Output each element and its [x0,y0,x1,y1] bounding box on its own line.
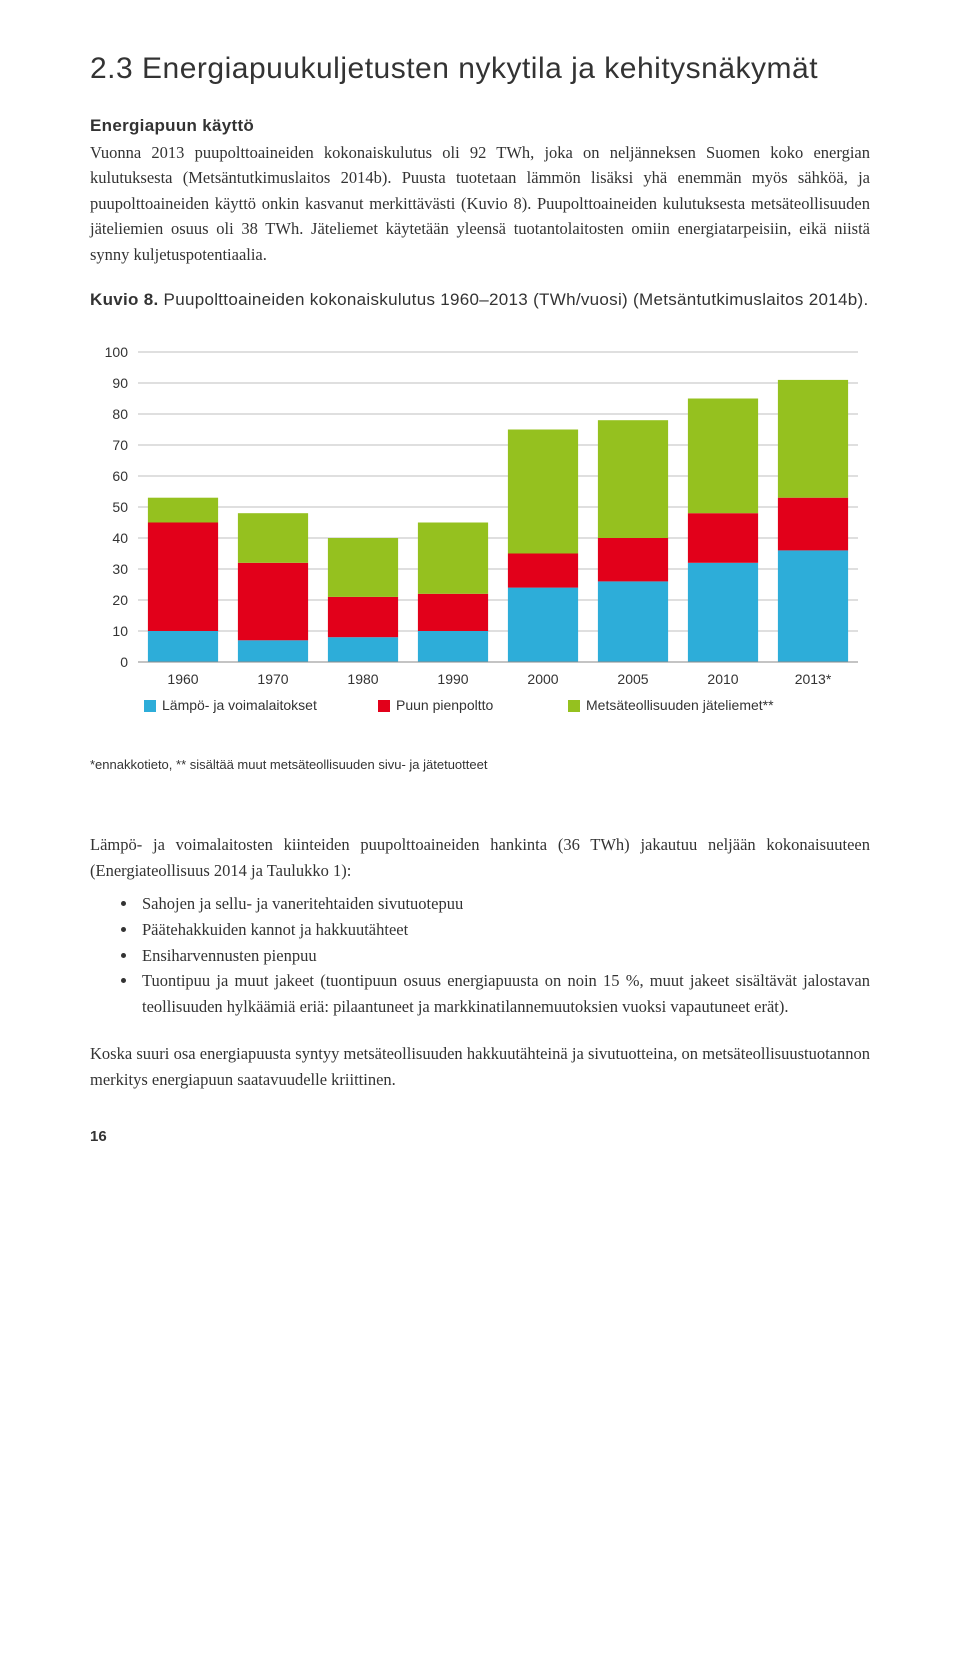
bullet-list: Sahojen ja sellu- ja vaneritehtaiden siv… [90,891,870,1019]
paragraph-3: Koska suuri osa energiapuusta syntyy met… [90,1041,870,1092]
list-item: Tuontipuu ja muut jakeet (tuontipuun osu… [138,968,870,1019]
bar-segment [508,430,578,554]
svg-text:Lämpö- ja voimalaitokset: Lämpö- ja voimalaitokset [162,697,317,713]
bar-segment [238,641,308,663]
bar-segment [328,637,398,662]
bar-segment [688,563,758,662]
svg-text:1990: 1990 [437,671,468,687]
bar-segment [598,582,668,663]
bar-segment [148,631,218,662]
svg-text:1960: 1960 [167,671,198,687]
bar-segment [688,399,758,514]
svg-text:60: 60 [112,468,128,484]
stacked-bar-chart: 0 10 20 30 40 50 60 70 80 90 100 1960 1970 1980 1990 20… [90,342,870,747]
svg-text:100: 100 [105,344,129,360]
bar-segment [508,554,578,588]
svg-text:Metsäteollisuuden jäteliemet**: Metsäteollisuuden jäteliemet** [586,697,774,713]
svg-text:Puun pienpoltto: Puun pienpoltto [396,697,494,713]
svg-text:0: 0 [120,654,128,670]
bar-segment [508,588,578,662]
section-title: 2.3 Energiapuukuljetusten nykytila ja ke… [90,50,870,88]
bar-segment [328,538,398,597]
list-item: Sahojen ja sellu- ja vaneritehtaiden siv… [138,891,870,917]
bar-segment [418,594,488,631]
figure-caption: Kuvio 8. Puupolttoaineiden kokonaiskulut… [90,289,870,312]
svg-text:80: 80 [112,406,128,422]
bar-segment [778,380,848,498]
svg-text:30: 30 [112,561,128,577]
svg-text:2000: 2000 [527,671,558,687]
bar-segment [328,597,398,637]
chart-footnote: *ennakkotieto, ** sisältää muut metsäteo… [90,757,870,772]
svg-text:70: 70 [112,437,128,453]
svg-text:40: 40 [112,530,128,546]
bar-segment [598,538,668,581]
caption-text: Puupolttoaineiden kokonaiskulutus 1960–2… [159,290,869,309]
sub-heading: Energiapuun käyttö [90,116,870,136]
bar-segment [238,563,308,641]
bar-segment [778,498,848,551]
svg-text:2010: 2010 [707,671,738,687]
bar-segment [148,523,218,632]
bar-segment [418,523,488,594]
svg-text:10: 10 [112,623,128,639]
bar-segment [238,513,308,563]
page-number: 16 [90,1128,870,1145]
list-item: Ensiharvennusten pienpuu [138,943,870,969]
paragraph-2-intro: Lämpö- ja voimalaitosten kiinteiden puup… [90,832,870,883]
svg-text:90: 90 [112,375,128,391]
list-item: Päätehakkuiden kannot ja hakkuutähteet [138,917,870,943]
svg-text:2005: 2005 [617,671,648,687]
bar-segment [148,498,218,523]
bar-segment [418,631,488,662]
svg-text:1970: 1970 [257,671,288,687]
caption-label: Kuvio 8. [90,290,159,309]
bar-segment [778,551,848,663]
bar-segment [598,420,668,538]
svg-text:2013*: 2013* [795,671,832,687]
svg-text:20: 20 [112,592,128,608]
paragraph-1: Vuonna 2013 puupolttoaineiden kokonaisku… [90,140,870,268]
bar-segment [688,513,758,563]
svg-text:1980: 1980 [347,671,378,687]
svg-text:50: 50 [112,499,128,515]
